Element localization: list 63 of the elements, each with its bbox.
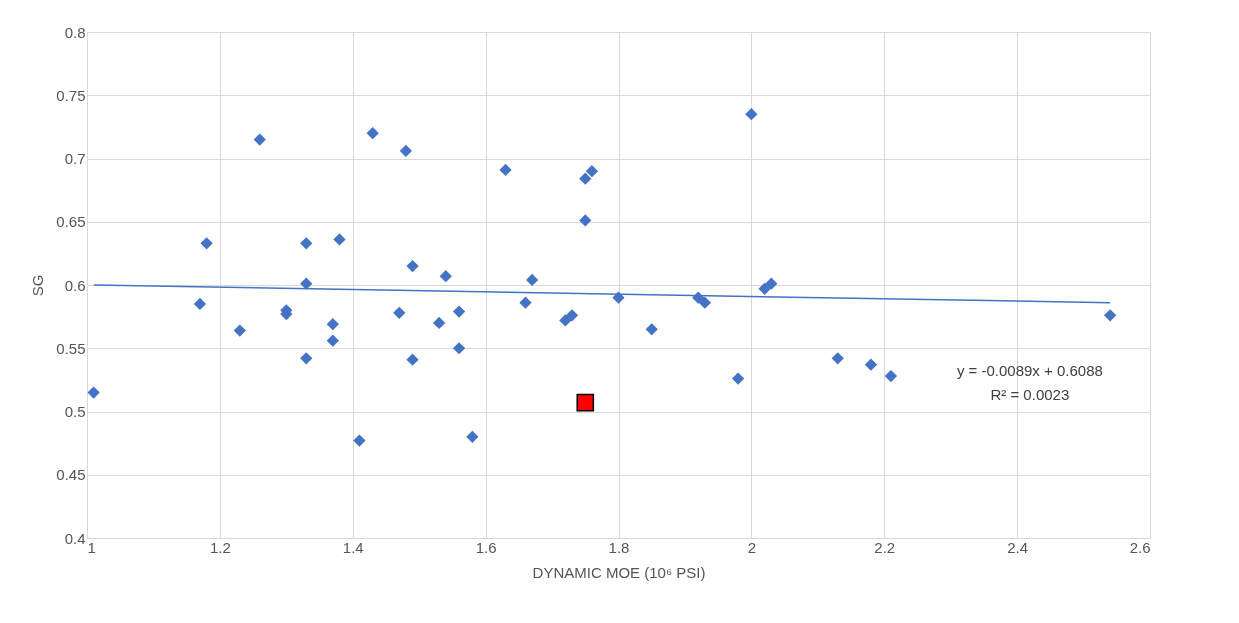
y-tick-label: 0.55 bbox=[56, 339, 86, 357]
x-tick-label: 2.6 bbox=[1129, 538, 1151, 556]
x-tick-label: 1.2 bbox=[209, 538, 231, 556]
x-tick-label: 1 bbox=[87, 538, 96, 556]
point bbox=[645, 323, 658, 336]
point bbox=[393, 306, 406, 319]
point bbox=[585, 165, 599, 178]
x-tick-label: 1.8 bbox=[608, 538, 630, 556]
point bbox=[193, 297, 207, 311]
point bbox=[576, 393, 595, 412]
point bbox=[439, 270, 452, 283]
y-tick-label: 0.7 bbox=[64, 150, 86, 167]
y-tick-label: 0.6 bbox=[64, 276, 86, 294]
point bbox=[758, 282, 771, 295]
point bbox=[831, 352, 844, 365]
y-tick-label: 0.45 bbox=[56, 466, 86, 484]
point bbox=[452, 342, 466, 355]
point bbox=[499, 163, 512, 177]
x-tick-label: 2.2 bbox=[874, 538, 896, 556]
x-tick-label: 2 bbox=[747, 538, 757, 556]
point bbox=[884, 369, 898, 383]
point bbox=[353, 434, 366, 447]
y-tick-label: 0.8 bbox=[64, 23, 86, 41]
x-axis-title: DYNAMIC MOE (10⁶ PSI) bbox=[532, 563, 706, 581]
point bbox=[731, 372, 745, 385]
point bbox=[519, 296, 532, 309]
point bbox=[326, 334, 339, 347]
y-tick-label: 0.75 bbox=[56, 86, 86, 104]
point bbox=[399, 144, 413, 158]
point bbox=[698, 296, 711, 309]
x-tick-label: 1.4 bbox=[342, 538, 364, 556]
point bbox=[565, 309, 579, 322]
point bbox=[745, 108, 758, 121]
point bbox=[300, 277, 313, 290]
point bbox=[864, 358, 878, 371]
point bbox=[526, 273, 539, 287]
point bbox=[579, 172, 592, 185]
point bbox=[432, 316, 446, 330]
point bbox=[406, 259, 419, 273]
point bbox=[253, 133, 266, 146]
point bbox=[406, 353, 419, 366]
point bbox=[200, 237, 213, 250]
point bbox=[452, 305, 466, 318]
y-tick-label: 0.4 bbox=[64, 529, 86, 547]
point bbox=[87, 386, 100, 399]
y-tick-label: 0.65 bbox=[56, 213, 86, 231]
point bbox=[300, 237, 313, 250]
y-tick-label: 0.5 bbox=[64, 403, 86, 420]
point bbox=[1104, 309, 1117, 322]
point bbox=[300, 352, 313, 365]
x-tick-label: 1.6 bbox=[475, 538, 497, 556]
x-tick-label: 2.4 bbox=[1007, 538, 1029, 556]
point bbox=[326, 318, 339, 331]
point bbox=[233, 324, 246, 337]
point bbox=[466, 430, 479, 443]
point bbox=[333, 233, 346, 246]
point bbox=[366, 127, 379, 140]
point bbox=[579, 214, 592, 227]
annotation: y = -0.0089x + 0.6088 bbox=[956, 362, 1103, 380]
annotation: R² = 0.0023 bbox=[990, 386, 1070, 404]
point bbox=[765, 277, 778, 290]
y-axis-title: SG bbox=[29, 274, 47, 297]
point bbox=[559, 314, 572, 327]
